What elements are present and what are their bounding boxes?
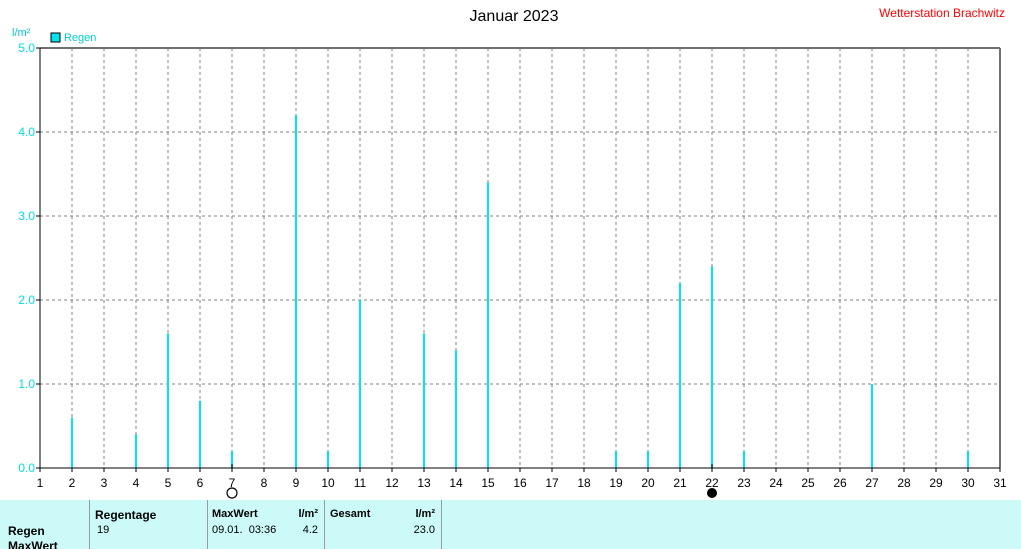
x-tick-label: 19 <box>609 476 623 490</box>
x-tick-label: 16 <box>513 476 527 490</box>
full-moon-icon <box>226 487 238 499</box>
x-tick-label: 12 <box>385 476 399 490</box>
rain-bar <box>199 400 201 468</box>
x-tick-label: 23 <box>737 476 751 490</box>
rain-bar <box>615 451 617 468</box>
x-tick-label: 27 <box>865 476 879 490</box>
x-tick-label: 31 <box>993 476 1007 490</box>
rain-bar <box>71 417 73 468</box>
x-tick-label: 18 <box>577 476 591 490</box>
regentage-value: 19 <box>97 524 110 536</box>
rain-bar <box>967 451 969 468</box>
y-tick-label: 0.0 <box>18 461 35 475</box>
x-tick-label: 15 <box>481 476 495 490</box>
stats-divider <box>324 500 325 549</box>
x-tick-label: 22 <box>705 476 719 490</box>
y-tick-label: 2.0 <box>18 293 35 307</box>
rain-bar <box>679 283 681 468</box>
maxwert-time: 09.01. 03:36 <box>212 524 277 536</box>
x-tick-label: 25 <box>801 476 815 490</box>
x-tick-label: 5 <box>165 476 172 490</box>
maxwert-unit: l/m² <box>298 508 318 520</box>
y-axis-unit: l/m² <box>12 27 31 39</box>
bars <box>71 115 1001 468</box>
x-tick-label: 4 <box>133 476 140 490</box>
x-tick-label: 9 <box>293 476 300 490</box>
x-tick-label: 14 <box>449 476 463 490</box>
maxwert-value: 4.2 <box>302 524 318 536</box>
rain-bar <box>135 434 137 468</box>
rain-bar <box>487 182 489 468</box>
grid <box>40 48 1000 468</box>
y-tick-label: 5.0 <box>18 41 35 55</box>
rain-bar <box>231 451 233 468</box>
rain-bar <box>711 266 713 468</box>
regentage-header: Regentage <box>95 508 157 522</box>
x-tick-label: 26 <box>833 476 847 490</box>
gesamt-header: Gesamt <box>330 508 371 520</box>
stats-row-maxwert-label: MaxWert <box>8 539 58 549</box>
rain-bar <box>295 115 297 468</box>
y-tick-label: 3.0 <box>18 209 35 223</box>
chart-title: Januar 2023 <box>470 8 559 25</box>
x-tick-label: 28 <box>897 476 911 490</box>
x-tick-label: 20 <box>641 476 655 490</box>
stats-divider <box>89 500 90 549</box>
rain-bar <box>167 333 169 468</box>
rain-bar <box>455 350 457 468</box>
x-tick-label: 29 <box>929 476 943 490</box>
x-tick-label: 3 <box>101 476 108 490</box>
rain-bar <box>327 451 329 468</box>
x-tick-label: 21 <box>673 476 687 490</box>
stats-divider <box>207 500 208 549</box>
rain-bar <box>359 300 361 468</box>
legend-label: Regen <box>64 32 96 44</box>
x-ticks: 1 2 3 4 5 6 7 8 9 10 11 12 13 14 15 16 17 18 19 20 21 22 23 24 2… <box>37 476 1007 490</box>
axes <box>36 47 1001 472</box>
x-tick-label: 24 <box>769 476 783 490</box>
gesamt-value: 23.0 <box>413 524 435 536</box>
rain-bar <box>743 451 745 468</box>
rain-bar <box>423 333 425 468</box>
rain-bar <box>871 384 873 468</box>
y-ticks: 0.0 1.0 2.0 3.0 4.0 5.0 <box>18 41 35 475</box>
maxwert-header: MaxWert <box>212 508 258 520</box>
x-tick-label: 10 <box>321 476 335 490</box>
x-tick-label: 30 <box>961 476 975 490</box>
x-tick-label: 8 <box>261 476 268 490</box>
x-tick-label: 1 <box>37 476 44 490</box>
x-tick-label: 6 <box>197 476 204 490</box>
x-tick-label: 2 <box>69 476 76 490</box>
station-name: Wetterstation Brachwitz <box>879 6 1005 20</box>
legend-swatch <box>50 32 61 43</box>
x-tick-label: 13 <box>417 476 431 490</box>
stats-panel: Regen MaxWert Regentage 19 MaxWert l/m² … <box>0 500 1021 549</box>
x-tick-label: 7 <box>229 476 236 490</box>
rain-chart: Januar 2023 Wetterstation Brachwitz l/m²… <box>12 6 1007 499</box>
y-tick-label: 1.0 <box>18 377 35 391</box>
new-moon-icon <box>707 488 717 498</box>
stats-row-regen-label: Regen <box>8 524 45 538</box>
x-tick-label: 17 <box>545 476 559 490</box>
gesamt-unit: l/m² <box>415 508 435 520</box>
moon-markers <box>226 464 717 499</box>
x-tick-label: 11 <box>354 476 367 490</box>
stats-divider <box>441 500 442 549</box>
rain-bar <box>647 451 649 468</box>
y-tick-label: 4.0 <box>18 125 35 139</box>
